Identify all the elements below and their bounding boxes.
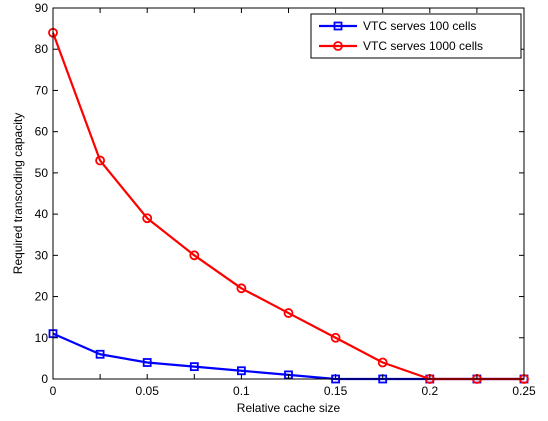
x-tick-label: 0.1 [233,384,250,398]
y-tick-label: 40 [35,207,49,221]
legend-box [310,13,522,59]
legend-marker-circle [333,41,343,51]
x-tick-label: 0.25 [512,384,536,398]
legend-label: VTC serves 1000 cells [363,39,483,53]
axes-layer: 0 0.05 0.1 0.15 0.2 0.25 0 10 20 30 40 50 60 70 80 90 [35,1,536,398]
legend-item-2: VTC serves 1000 cells [319,39,483,53]
data-point-square [142,358,152,367]
y-tick-label: 20 [35,290,49,304]
y-tick-label: 80 [35,42,49,56]
x-tick-label: 0.2 [421,384,438,398]
data-point-circle [95,155,105,166]
legend: VTC serves 100 cells VTC serves 1000 cell… [310,13,522,59]
x-axis-title: Relative cache size [237,401,341,415]
data-point-circle [283,308,294,318]
data-point-circle [377,357,388,368]
x-tick-label: 0.15 [324,384,348,398]
data-point-circle [236,283,247,294]
plot-background [53,8,524,379]
x-tick-label: 0.05 [136,384,160,398]
y-tick-label: 60 [35,125,49,139]
y-tick-label: 90 [35,1,49,15]
y-axis-title: Required transcoding capacity [11,113,25,274]
x-tick-label: 0 [50,384,57,398]
y-tick-label: 10 [35,331,49,345]
legend-item-1: VTC serves 100 cells [319,19,476,33]
y-tick-label: 0 [41,372,48,386]
data-point-square [95,349,105,359]
legend-marker-square [333,21,343,31]
data-point-circle [142,213,153,224]
y-tick-label: 50 [35,166,49,180]
legend-label: VTC serves 100 cells [363,19,476,33]
plot-area [53,8,524,379]
y-tick-label: 70 [35,83,49,97]
data-point-circle [330,332,341,343]
data-point-square [189,362,199,372]
y-tick-label: 30 [35,248,49,262]
data-point-circle [189,250,200,261]
